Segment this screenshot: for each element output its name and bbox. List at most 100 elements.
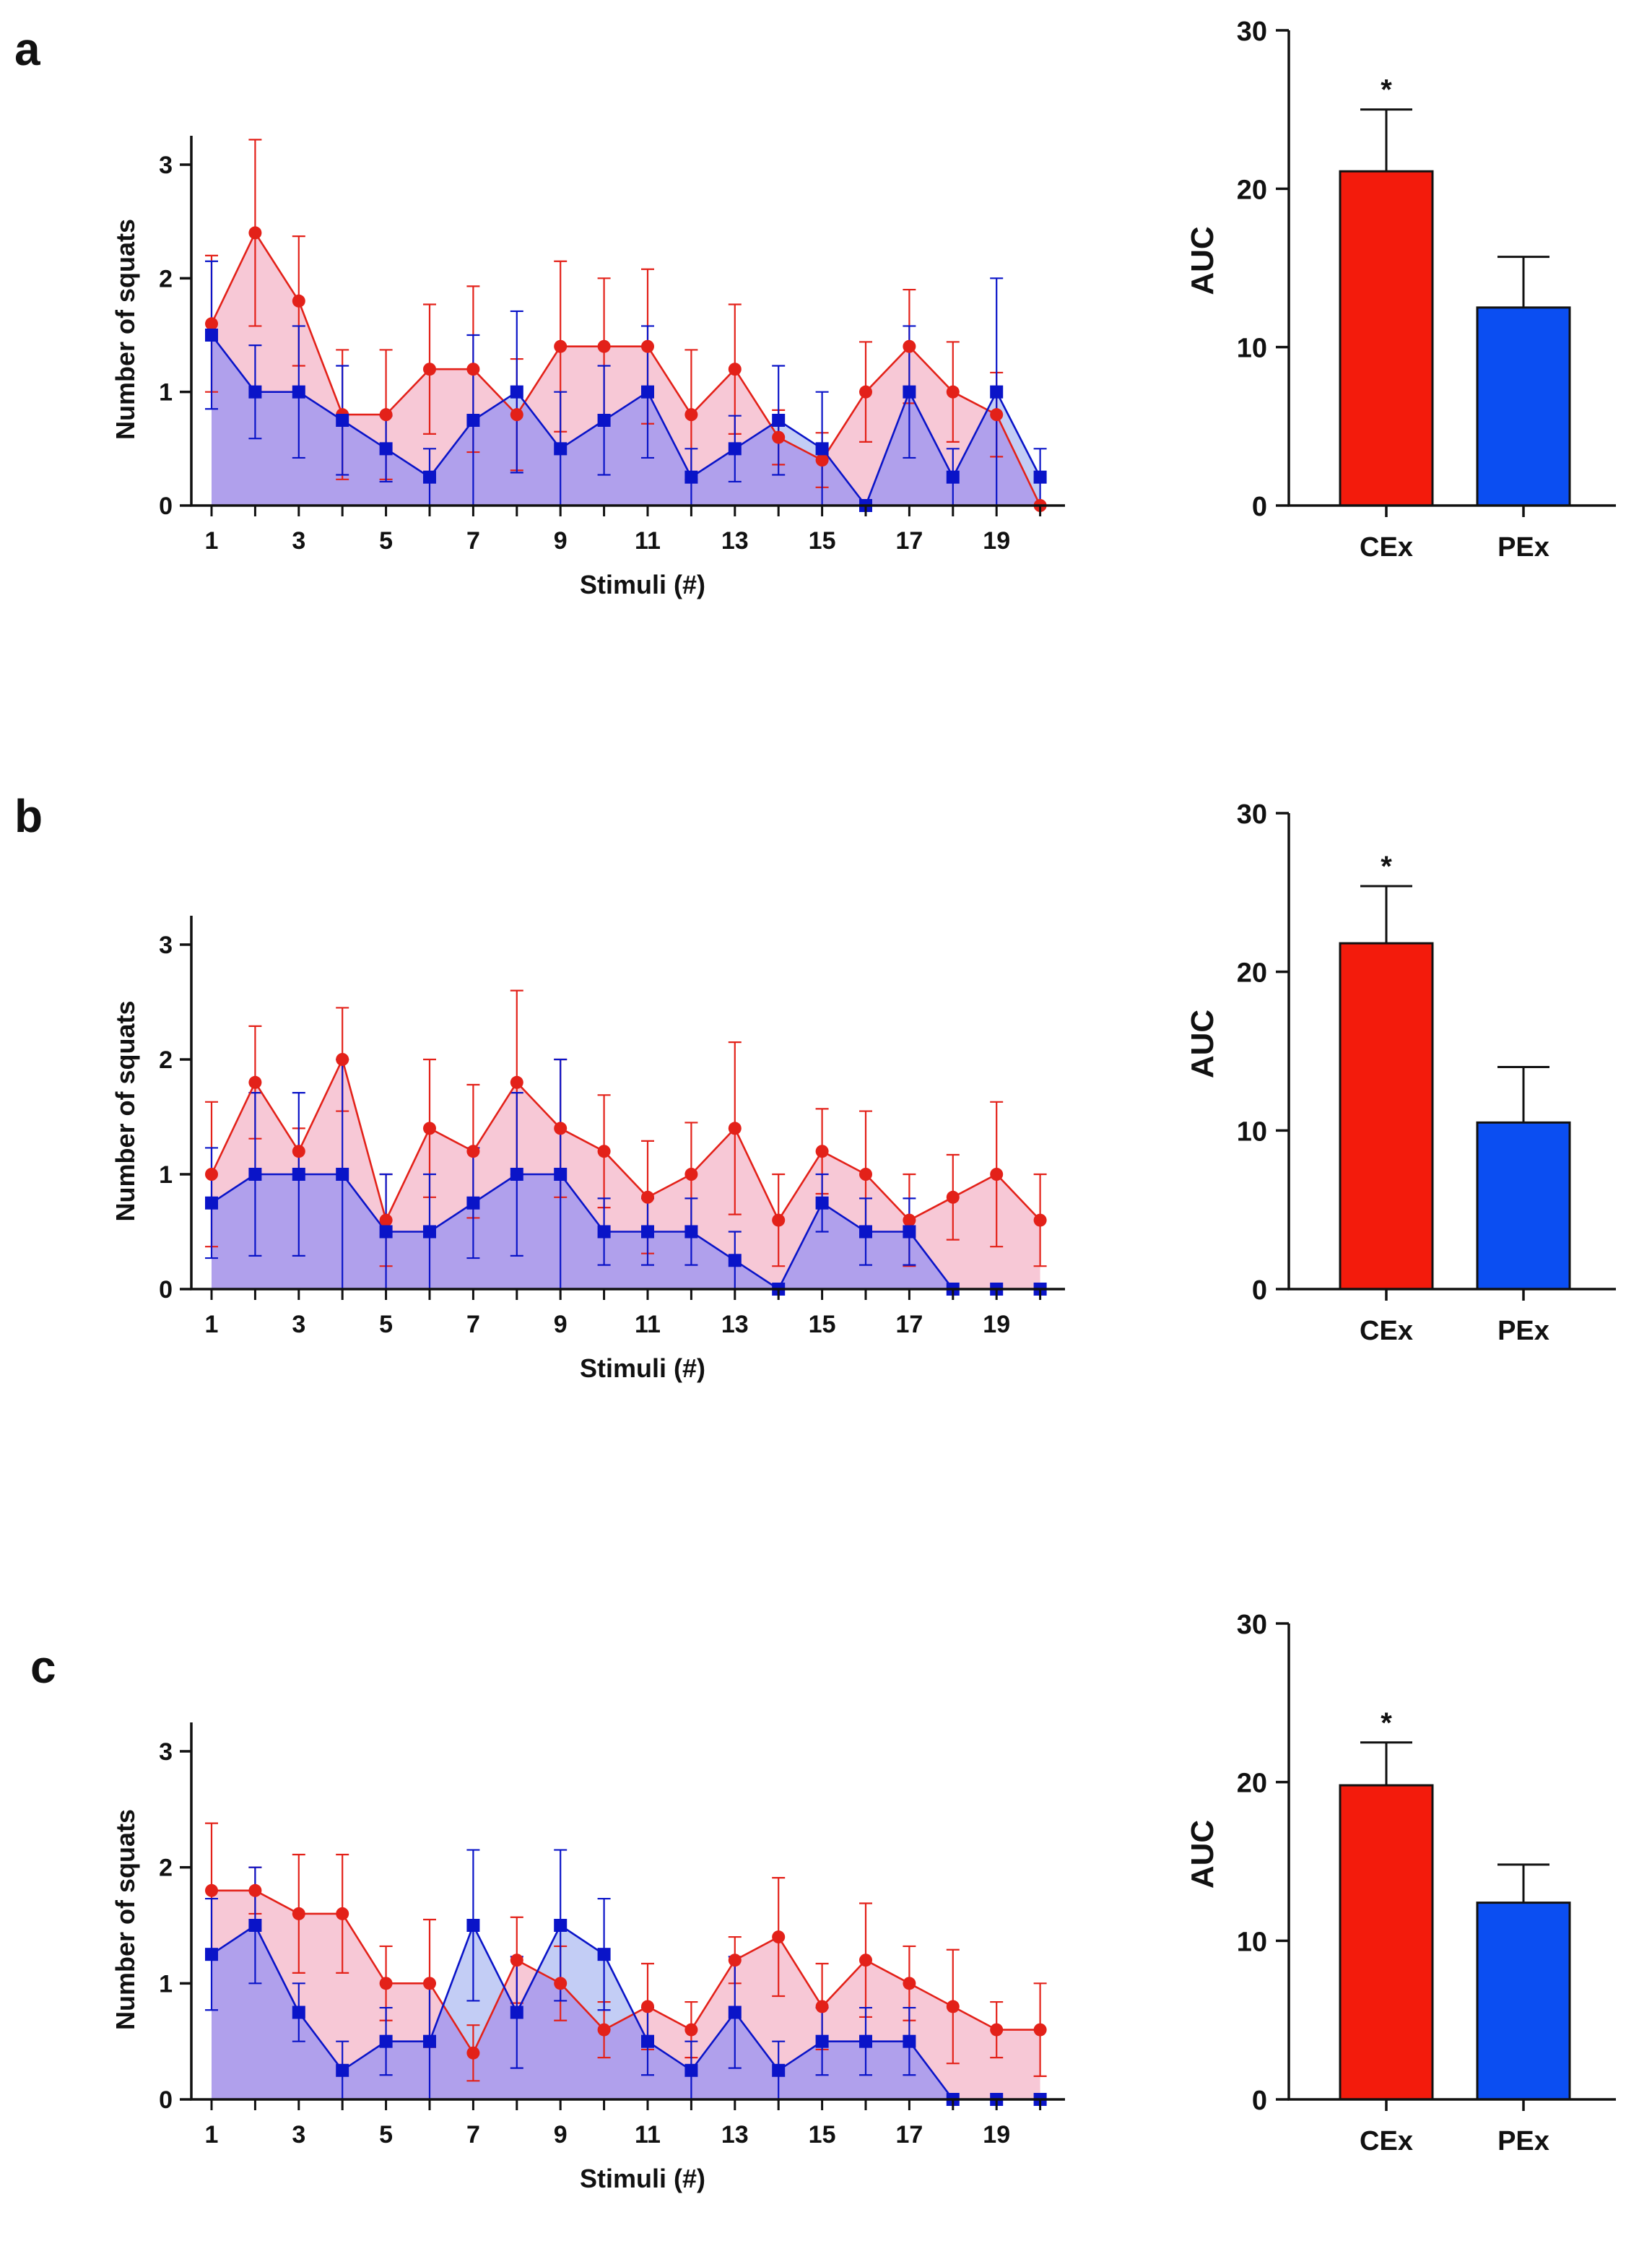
y-tick-label: 1 <box>159 379 173 407</box>
x-tick-label: 5 <box>379 527 393 555</box>
pex-point <box>641 2034 654 2048</box>
x-tick-label: 5 <box>379 1311 393 1338</box>
pex-point <box>597 1225 611 1239</box>
x-tick-label: 3 <box>292 1311 305 1338</box>
x-tick-label: 3 <box>292 527 305 555</box>
cex-point <box>1033 2023 1047 2037</box>
cex-point <box>554 1122 568 1135</box>
cex-point <box>772 1930 786 1944</box>
cex-point <box>859 1954 872 1967</box>
cex-point <box>903 339 916 353</box>
cex-point <box>815 454 829 467</box>
x-tick-label: 13 <box>721 1311 749 1338</box>
pex-point <box>946 470 960 484</box>
cex-point <box>684 1168 698 1181</box>
bar-category-label: CEx <box>1360 1316 1413 1346</box>
bar-category-label: PEx <box>1497 532 1549 563</box>
cex-point <box>423 1977 436 1990</box>
pex-point <box>336 1168 349 1181</box>
cex-point <box>728 363 742 376</box>
x-tick-label: 13 <box>721 2121 749 2149</box>
y-tick-label: 30 <box>1237 17 1267 47</box>
pex-point <box>728 442 742 456</box>
cex-point <box>728 1954 742 1967</box>
pex-point <box>728 1254 742 1267</box>
cex-point <box>292 294 305 308</box>
bar-category-label: PEx <box>1497 2126 1549 2156</box>
cex-point <box>728 1122 742 1135</box>
pex-point <box>859 2034 872 2048</box>
cex-point <box>292 1145 305 1158</box>
x-tick-label: 17 <box>895 527 923 555</box>
pex-point <box>379 442 393 456</box>
cex-point <box>292 1907 305 1920</box>
pex-point <box>684 2063 698 2077</box>
pex-point <box>815 442 829 456</box>
pex-point <box>423 1225 436 1239</box>
pex-point <box>684 1225 698 1239</box>
bar-chart-b: CEx PEx * 0 10 20 30 AUC <box>1185 799 1616 1346</box>
y-tick-label: 20 <box>1237 175 1267 205</box>
y-tick-label: 10 <box>1237 1117 1267 1147</box>
bar-chart-c: CEx PEx * 0 10 20 30 AUC <box>1185 1610 1616 2156</box>
x-tick-label: 15 <box>809 2121 836 2149</box>
y-tick-label: 0 <box>159 493 173 520</box>
x-tick-label: 1 <box>205 527 219 555</box>
cex-point <box>772 1213 786 1227</box>
cex-point <box>597 2023 611 2037</box>
x-tick-label: 19 <box>983 527 1010 555</box>
pex-point <box>554 1168 568 1181</box>
cex-line <box>212 1889 1040 2055</box>
cex-point <box>772 430 786 444</box>
pex-point <box>248 1168 262 1181</box>
x-axis-title: Stimuli (#) <box>580 1353 705 1383</box>
y-axis-title: AUC <box>1185 1010 1220 1078</box>
cex-point <box>423 1122 436 1135</box>
pex-point <box>466 1196 480 1210</box>
pex-point <box>597 1948 611 1961</box>
pex-point <box>466 1919 480 1932</box>
cex-point <box>336 1053 349 1066</box>
pex-point <box>772 414 786 427</box>
y-tick-label: 2 <box>159 1046 173 1074</box>
y-tick-label: 2 <box>159 265 173 292</box>
y-tick-label: 0 <box>1252 492 1267 522</box>
bar-cex <box>1339 170 1434 507</box>
pex-point <box>510 385 523 399</box>
pex-line <box>211 1922 1040 2101</box>
bar-pex <box>1476 1121 1571 1291</box>
pex-point <box>903 2034 916 2048</box>
x-tick-label: 9 <box>554 2121 568 2149</box>
bar-pex <box>1476 1902 1571 2101</box>
pex-point <box>510 1168 523 1181</box>
y-tick-label: 0 <box>1252 2086 1267 2116</box>
x-tick-label: 1 <box>205 2121 219 2149</box>
x-tick-label: 19 <box>983 1311 1010 1338</box>
cex-point <box>248 226 262 240</box>
cex-point <box>990 408 1004 422</box>
x-axis-title: Stimuli (#) <box>580 570 705 599</box>
cex-point <box>248 1075 262 1089</box>
pex-point <box>903 385 916 399</box>
cex-point <box>554 339 568 353</box>
x-tick-label: 17 <box>895 1311 923 1338</box>
y-tick-label: 20 <box>1237 1769 1267 1799</box>
bar-category-label: PEx <box>1497 1316 1549 1346</box>
x-tick-label: 13 <box>721 527 749 555</box>
pex-point <box>205 1948 218 1961</box>
pex-point <box>205 329 218 342</box>
significance-marker: * <box>1381 851 1392 883</box>
y-tick-label: 20 <box>1237 958 1267 989</box>
x-tick-label: 11 <box>635 527 661 555</box>
cex-point <box>205 1883 218 1897</box>
y-tick-label: 3 <box>159 152 173 179</box>
pex-point <box>815 1196 829 1210</box>
cex-point <box>336 1907 349 1920</box>
pex-line <box>210 334 1041 508</box>
y-tick-label: 3 <box>159 932 173 959</box>
cex-point <box>641 339 654 353</box>
cex-line <box>210 1057 1041 1223</box>
